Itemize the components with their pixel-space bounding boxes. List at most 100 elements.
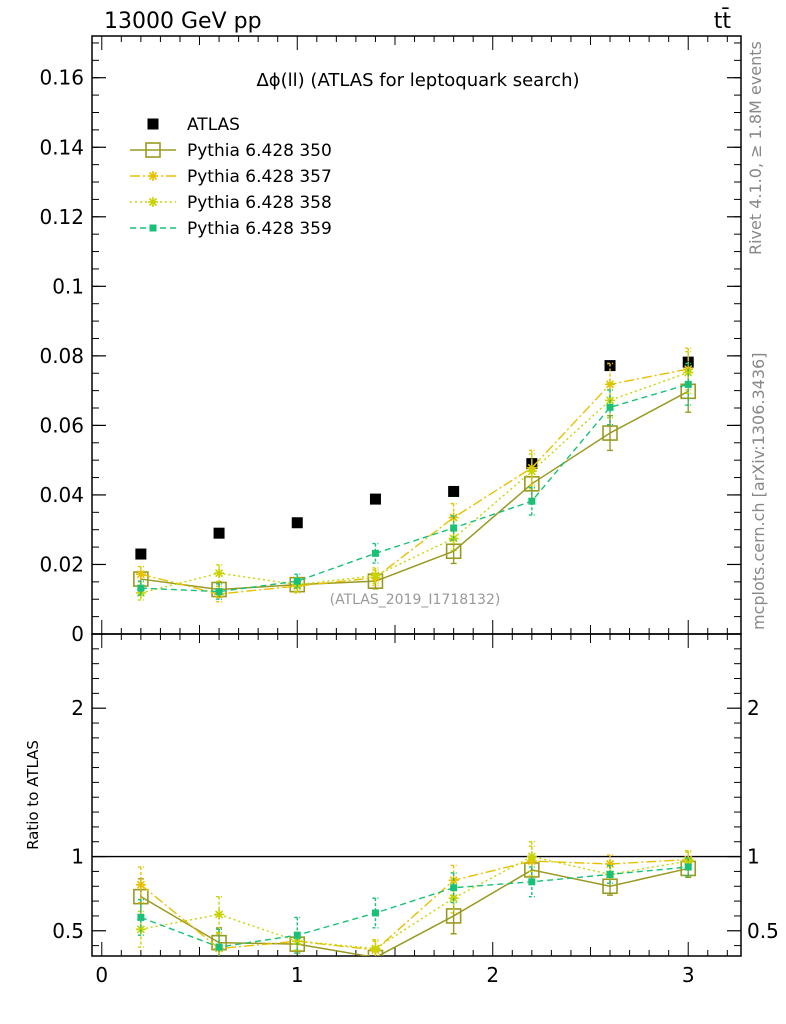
series-p359 xyxy=(137,857,692,956)
data-point xyxy=(215,943,223,951)
ratio-panel-axes: 0.5 0.5 1 1 2 2 0 1 2 3 xyxy=(52,633,779,987)
data-point xyxy=(135,879,146,890)
series-line xyxy=(140,867,689,956)
legend-marker xyxy=(148,171,158,181)
data-point xyxy=(602,425,618,441)
data-point xyxy=(291,517,303,529)
data-point xyxy=(137,584,145,592)
data-point xyxy=(371,909,379,917)
series-line xyxy=(140,858,689,951)
x-tick-label: 1 xyxy=(291,963,304,987)
series-line xyxy=(140,390,689,591)
error-bar xyxy=(372,542,379,564)
data-point xyxy=(214,568,225,579)
series-line xyxy=(140,371,689,594)
y-tick-label: 0.02 xyxy=(39,552,84,576)
data-point xyxy=(215,588,223,596)
error-bar xyxy=(372,938,379,956)
error-bar xyxy=(528,486,535,516)
data-point xyxy=(135,924,146,935)
data-point xyxy=(371,549,379,557)
header-right: tt̄ xyxy=(714,8,732,34)
y-tick-label: 0.12 xyxy=(39,205,84,229)
y-tick-label-right: 0.5 xyxy=(747,919,779,943)
data-point xyxy=(450,524,458,532)
y-tick-label: 1 xyxy=(71,845,84,869)
legend-label: Pythia 6.428 358 xyxy=(187,193,332,213)
error-bar xyxy=(685,857,692,877)
data-point xyxy=(606,403,614,411)
ratio-plot-area xyxy=(92,841,741,956)
legend-marker xyxy=(149,224,157,232)
data-point xyxy=(448,485,460,497)
legend-label: ATLAS xyxy=(187,115,240,135)
data-point xyxy=(370,570,381,581)
legend-marker xyxy=(145,142,161,158)
series-line xyxy=(140,368,689,595)
y-tick-label: 0 xyxy=(71,622,84,646)
plot-title: Δϕ(ll) (ATLAS for leptoquark search) xyxy=(256,70,579,91)
plot-frame xyxy=(91,633,742,957)
legend-marker xyxy=(148,197,158,207)
series-p359 xyxy=(137,362,692,600)
legend-label: Pythia 6.428 350 xyxy=(187,141,332,161)
data-point xyxy=(526,851,537,862)
data-point xyxy=(292,936,303,947)
data-point xyxy=(605,859,616,869)
legend-marker xyxy=(147,118,159,130)
data-point xyxy=(450,884,458,892)
data-point xyxy=(528,497,536,505)
watermark-label: (ATLAS_2019_I1718132) xyxy=(330,592,501,608)
error-bar xyxy=(450,872,457,904)
y-tick-label: 0.14 xyxy=(39,135,84,159)
error-bar xyxy=(607,864,614,884)
data-point xyxy=(606,870,614,878)
data-point xyxy=(293,577,301,585)
error-bar xyxy=(528,866,535,898)
legend-entry: Pythia 6.428 357 xyxy=(130,167,332,187)
data-point xyxy=(135,548,147,560)
y-tick-label: 0.5 xyxy=(52,919,84,943)
y-tick-label: 0.08 xyxy=(39,344,84,368)
series-p358 xyxy=(135,350,694,601)
y-tick-label: 0.06 xyxy=(39,413,84,437)
error-bar xyxy=(216,564,223,583)
data-point xyxy=(684,863,692,871)
side-rivet-label: Rivet 4.1.0, ≥ 1.8M events xyxy=(746,41,765,255)
legend: ATLAS Pythia 6.428 350 Pythia 6.428 357 Pyt… xyxy=(130,115,332,239)
side-mcplots-label: mcplots.cern.ch [arXiv:1306.3436] xyxy=(749,353,768,630)
data-point xyxy=(213,527,225,539)
data-point xyxy=(370,943,381,954)
legend-label: Pythia 6.428 359 xyxy=(187,219,332,239)
series-line xyxy=(140,866,689,948)
series-line xyxy=(140,383,689,593)
data-point xyxy=(214,909,225,920)
main-panel-axes: 0 0.02 0.04 0.06 0.08 0.1 0.12 0.14 0.16 xyxy=(39,35,742,646)
main-plot-area xyxy=(133,347,697,603)
x-tick-label: 2 xyxy=(486,963,499,987)
y-tick-label: 2 xyxy=(71,696,84,720)
y-tick-label: 0.1 xyxy=(52,274,84,298)
x-tick-label: 3 xyxy=(682,963,695,987)
data-point xyxy=(528,878,536,886)
legend-entry: ATLAS xyxy=(147,115,240,135)
y-tick-label-right: 2 xyxy=(747,696,760,720)
header-left: 13000 GeV pp xyxy=(104,9,262,34)
y-tick-label: 0.04 xyxy=(39,483,84,507)
series-p357 xyxy=(135,347,694,603)
x-tick-label: 0 xyxy=(95,963,108,987)
data-point xyxy=(369,493,381,505)
data-point xyxy=(683,367,694,378)
data-point xyxy=(293,931,301,939)
error-bar xyxy=(528,845,535,877)
error-bar xyxy=(216,933,223,956)
series-line xyxy=(140,855,689,950)
error-bar xyxy=(528,841,535,873)
data-point xyxy=(526,466,537,477)
y-tick-label-right: 1 xyxy=(747,845,760,869)
data-point xyxy=(137,913,145,921)
legend-entry: Pythia 6.428 358 xyxy=(130,193,332,213)
legend-entry: Pythia 6.428 359 xyxy=(130,219,332,239)
data-point xyxy=(135,569,146,580)
